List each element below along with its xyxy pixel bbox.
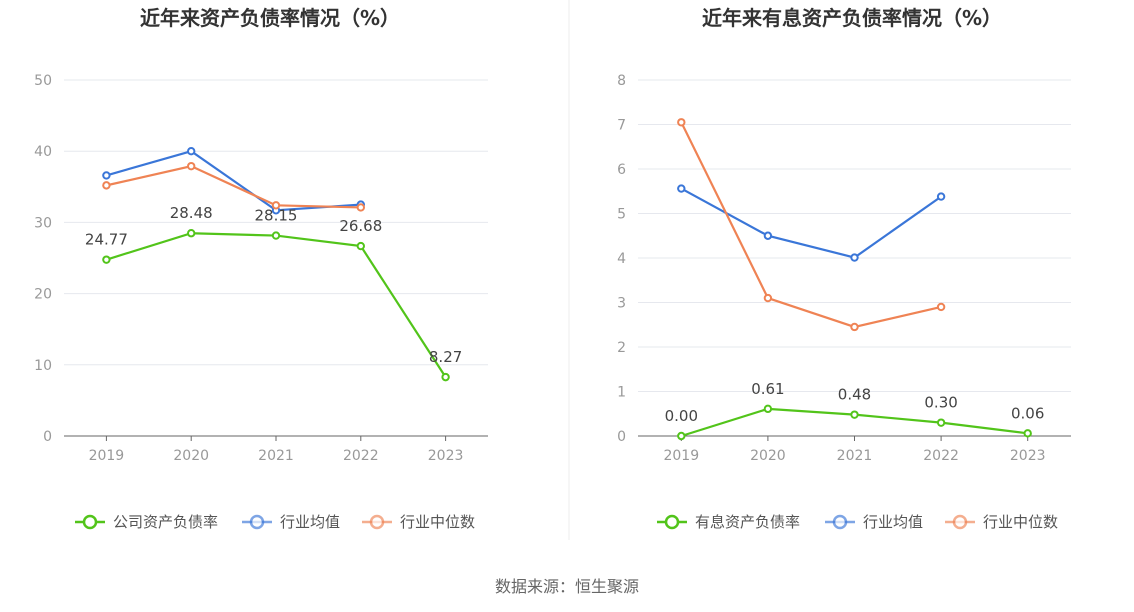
data-label: 0.06 <box>1011 404 1044 422</box>
y-tick-label: 0 <box>617 429 626 445</box>
chart-title: 近年来有息资产负债率情况（%） <box>702 6 1002 30</box>
y-tick-label: 30 <box>34 215 52 231</box>
x-tick-label: 2020 <box>750 448 786 464</box>
legend-label: 有息资产负债率 <box>695 513 800 531</box>
data-point-industry_avg <box>850 253 859 262</box>
y-tick-label: 2 <box>617 340 626 356</box>
y-tick-label: 0 <box>43 429 52 445</box>
legend-marker-icon <box>369 514 385 530</box>
data-label: 24.77 <box>85 231 128 249</box>
data-label: 26.68 <box>339 217 382 235</box>
y-tick-label: 3 <box>617 296 626 312</box>
y-tick-label: 5 <box>617 207 626 223</box>
data-point-industry_avg <box>102 171 111 180</box>
y-tick-label: 4 <box>617 251 626 267</box>
x-tick-label: 2021 <box>258 448 294 464</box>
y-tick-label: 50 <box>34 73 52 89</box>
legend-item-company[interactable]: 公司资产负债率 <box>75 513 218 531</box>
chart-panel-debt-ratio: 近年来资产负债率情况（%） 0 10 20 30 40 50 2019 2020 2021 2022… <box>34 6 488 531</box>
y-tick-label: 10 <box>34 358 52 374</box>
x-tick-label: 2020 <box>173 448 209 464</box>
legend-marker-icon <box>832 514 848 530</box>
chart-panel-interest-bearing-debt-ratio: 近年来有息资产负债率情况（%） 0 1 2 3 4 5 6 7 8 2019 2020 2021 2022… <box>617 6 1071 531</box>
data-label: 28.48 <box>170 204 213 222</box>
data-point-company <box>102 255 111 264</box>
legend-marker-icon <box>82 514 98 530</box>
legend-item-industry_avg[interactable]: 行业均值 <box>242 513 340 531</box>
x-tick-label: 2019 <box>663 448 699 464</box>
data-point-industry_avg <box>187 147 196 156</box>
series-line-industry_median <box>680 121 942 329</box>
data-point-industry_median <box>271 201 281 210</box>
x-tick-label: 2023 <box>1010 448 1046 464</box>
y-tick-label: 6 <box>617 162 626 178</box>
data-label: 28.15 <box>255 207 298 225</box>
data-point-industry_avg <box>763 231 773 240</box>
y-tick-label: 20 <box>34 287 52 303</box>
series-line-company <box>106 232 447 378</box>
x-tick-label: 2023 <box>428 448 464 464</box>
y-tick-label: 7 <box>617 118 626 134</box>
x-tick-label: 2019 <box>89 448 125 464</box>
x-tick-label: 2022 <box>923 448 959 464</box>
legend-item-industry_avg[interactable]: 行业均值 <box>825 513 923 531</box>
data-point-company <box>850 410 859 419</box>
data-point-company <box>356 241 365 251</box>
legend-marker-icon <box>664 514 680 530</box>
y-tick-label: 8 <box>617 73 626 89</box>
series-line-industry_avg <box>106 149 361 212</box>
data-point-company <box>441 372 450 382</box>
data-point-industry_median <box>187 161 196 171</box>
data-point-industry_avg <box>677 184 686 193</box>
y-tick-label: 1 <box>617 385 626 401</box>
legend-label: 行业中位数 <box>400 513 475 531</box>
data-point-company <box>763 404 773 414</box>
legend-marker-icon <box>249 514 265 530</box>
x-tick-label: 2022 <box>343 448 379 464</box>
data-point-industry_median <box>677 118 686 127</box>
data-label: 0.61 <box>751 380 784 398</box>
series-line-industry_median <box>106 164 361 209</box>
data-point-company <box>677 431 686 441</box>
chart-title: 近年来资产负债率情况（%） <box>140 6 400 30</box>
data-point-industry_median <box>936 302 946 312</box>
data-point-industry_median <box>763 293 773 303</box>
data-label: 0.00 <box>665 407 698 425</box>
data-point-industry_median <box>102 181 111 190</box>
data-point-industry_median <box>850 322 859 332</box>
legend-label: 行业均值 <box>863 513 923 531</box>
x-tick-label: 2021 <box>837 448 873 464</box>
data-point-industry_avg <box>936 192 946 201</box>
data-source-note: 数据来源：恒生聚源 <box>495 577 639 596</box>
legend-label: 公司资产负债率 <box>113 513 218 531</box>
data-point-industry_median <box>356 203 365 212</box>
data-point-company <box>936 418 946 427</box>
legend-marker-icon <box>952 514 968 530</box>
legend-item-industry_median[interactable]: 行业中位数 <box>945 513 1058 531</box>
legend-label: 行业均值 <box>280 513 340 531</box>
data-point-company <box>1023 429 1032 438</box>
data-label: 0.30 <box>924 394 957 412</box>
data-point-company <box>271 231 281 240</box>
y-tick-label: 40 <box>34 144 52 160</box>
legend-item-company[interactable]: 有息资产负债率 <box>657 513 800 531</box>
data-label: 0.48 <box>838 386 871 404</box>
data-point-company <box>187 229 196 238</box>
data-label: 8.27 <box>429 348 462 366</box>
legend-item-industry_median[interactable]: 行业中位数 <box>362 513 475 531</box>
legend-label: 行业中位数 <box>983 513 1058 531</box>
